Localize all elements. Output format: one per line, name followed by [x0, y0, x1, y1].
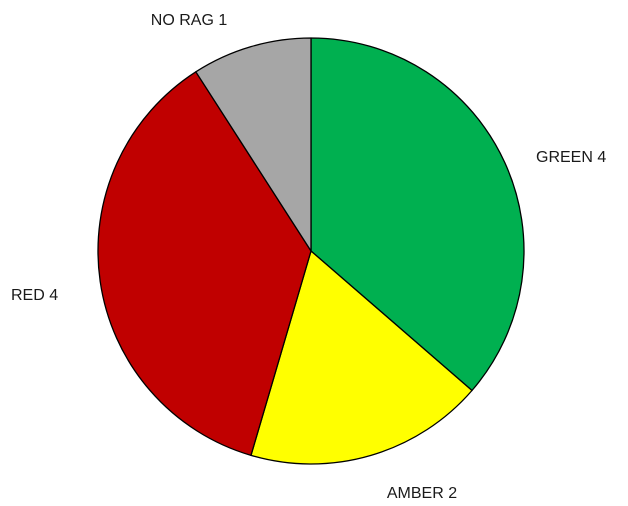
slice-label-red: RED 4 [11, 287, 58, 304]
slice-label-amber: AMBER 2 [387, 485, 457, 502]
slice-label-no-rag: NO RAG 1 [151, 12, 228, 29]
pie-slices [98, 38, 524, 464]
slice-label-green: GREEN 4 [536, 149, 606, 166]
